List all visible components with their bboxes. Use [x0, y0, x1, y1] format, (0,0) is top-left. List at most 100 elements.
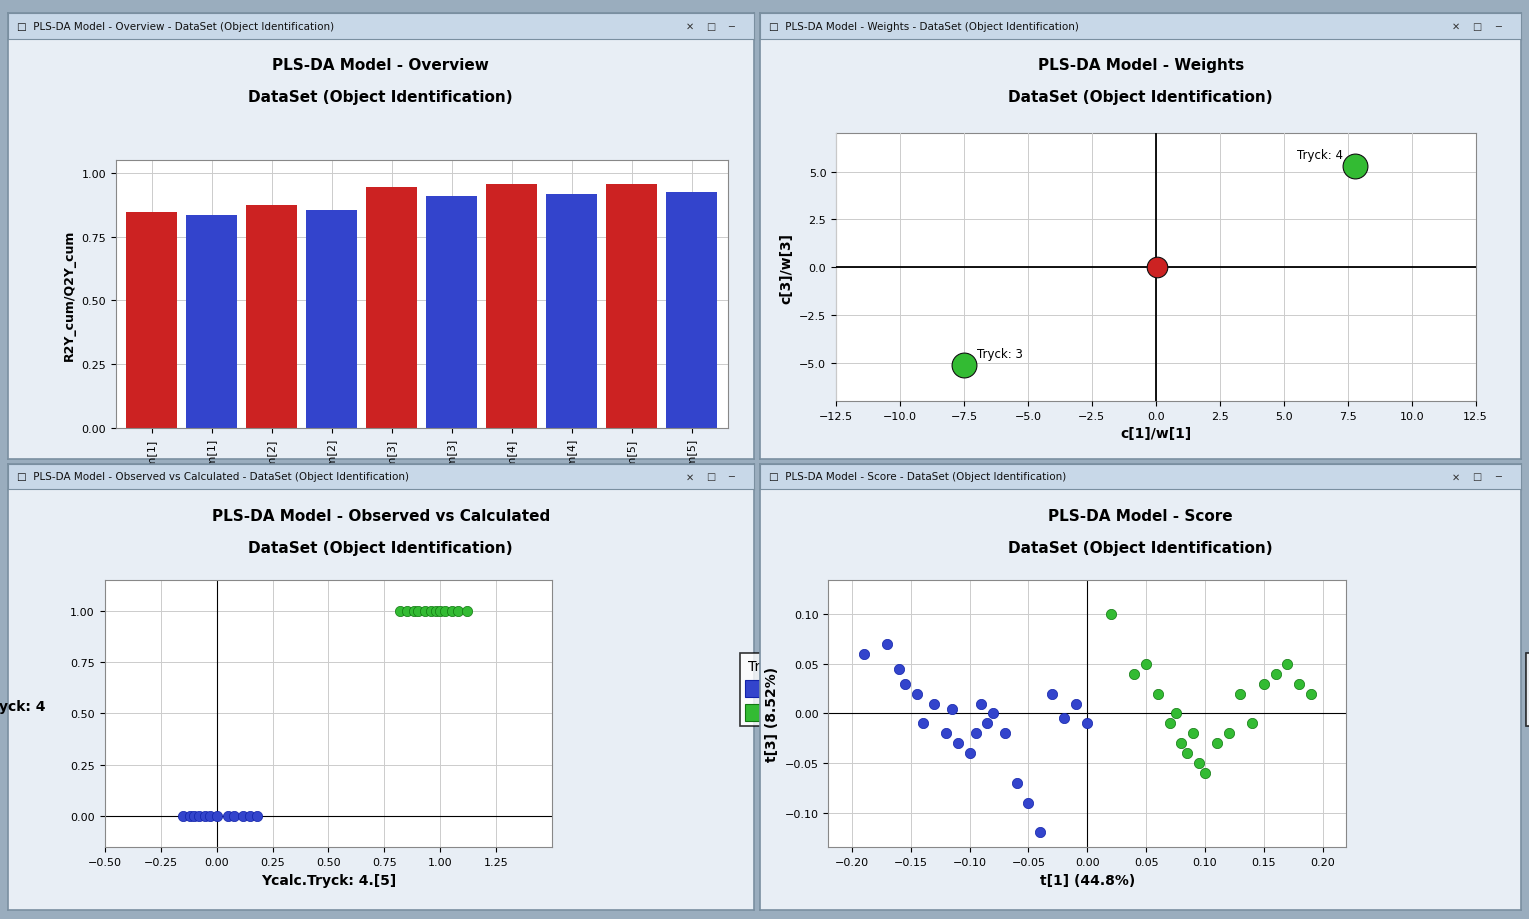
Point — [401, 604, 425, 618]
Point — [1187, 755, 1211, 770]
Point — [945, 736, 969, 751]
Text: □  PLS-DA Model - Weights - DataSet (Object Identification): □ PLS-DA Model - Weights - DataSet (Obje… — [769, 22, 1079, 31]
Point — [413, 604, 437, 618]
Point — [1040, 686, 1064, 701]
Point — [875, 637, 899, 652]
X-axis label: Ycalc.Tryck: 4.[5]: Ycalc.Tryck: 4.[5] — [261, 873, 396, 887]
Text: ✕: ✕ — [1453, 472, 1460, 482]
Point — [245, 810, 269, 824]
Point — [205, 810, 229, 824]
Point — [1145, 260, 1170, 275]
Point — [1216, 726, 1240, 741]
Point — [940, 701, 965, 716]
Bar — [127, 213, 177, 428]
Text: ─: ─ — [1495, 472, 1501, 482]
Bar — [546, 195, 598, 428]
Point — [893, 676, 917, 691]
Text: PLS-DA Model - Weights: PLS-DA Model - Weights — [1038, 58, 1243, 73]
Point — [456, 604, 480, 618]
Bar — [306, 210, 358, 428]
Point — [982, 707, 1006, 721]
Point — [1240, 716, 1264, 731]
Point — [193, 810, 217, 824]
Point — [1263, 666, 1287, 681]
Point — [405, 604, 430, 618]
Text: PLS-DA Model - Score: PLS-DA Model - Score — [1049, 508, 1232, 523]
Legend: 3, 4: 3, 4 — [740, 653, 792, 727]
Point — [910, 716, 934, 731]
Point — [182, 810, 206, 824]
Text: ✕: ✕ — [685, 22, 694, 31]
Point — [197, 810, 222, 824]
Point — [1099, 607, 1124, 622]
X-axis label: t[1] (44.8%): t[1] (44.8%) — [1040, 873, 1135, 887]
Point — [1157, 716, 1182, 731]
Bar — [187, 216, 237, 428]
Text: □  PLS-DA Model - Score - DataSet (Object Identification): □ PLS-DA Model - Score - DataSet (Object… — [769, 472, 1066, 482]
Y-axis label: R2Y_cum/Q2Y_cum: R2Y_cum/Q2Y_cum — [63, 229, 76, 360]
Text: ─: ─ — [1495, 22, 1501, 31]
Y-axis label: c[3]/w[3]: c[3]/w[3] — [780, 233, 794, 303]
Point — [1205, 736, 1229, 751]
Point — [1228, 686, 1252, 701]
Point — [216, 810, 240, 824]
Point — [1164, 707, 1188, 721]
Point — [439, 604, 463, 618]
Point — [1052, 711, 1076, 726]
Bar — [246, 206, 297, 428]
Point — [187, 810, 211, 824]
Text: PLS-DA Model - Overview: PLS-DA Model - Overview — [272, 58, 489, 73]
Text: □: □ — [1472, 472, 1482, 482]
Text: DataSet (Object Identification): DataSet (Object Identification) — [248, 540, 514, 555]
Text: DataSet (Object Identification): DataSet (Object Identification) — [1008, 540, 1274, 555]
Bar — [486, 185, 537, 428]
Point — [1063, 697, 1087, 711]
Point — [1122, 666, 1147, 681]
Text: □: □ — [706, 22, 716, 31]
Point — [1176, 746, 1200, 761]
Point — [171, 810, 196, 824]
Point — [1252, 676, 1277, 691]
Point — [177, 810, 202, 824]
Bar — [367, 187, 417, 428]
Point — [1275, 657, 1300, 672]
Point — [969, 697, 994, 711]
Point — [424, 604, 448, 618]
Text: □  PLS-DA Model - Observed vs Calculated - DataSet (Object Identification): □ PLS-DA Model - Observed vs Calculated … — [17, 472, 408, 482]
Point — [951, 357, 976, 372]
Point — [1075, 716, 1099, 731]
Point — [1342, 159, 1367, 174]
Point — [1027, 825, 1052, 840]
Bar — [427, 197, 477, 428]
Point — [934, 726, 959, 741]
Text: Tryck: 4: Tryck: 4 — [1297, 149, 1342, 162]
Text: PLS-DA Model - Observed vs Calculated: PLS-DA Model - Observed vs Calculated — [211, 508, 550, 523]
Point — [1298, 686, 1323, 701]
Text: DataSet (Object Identification): DataSet (Object Identification) — [248, 90, 514, 105]
Point — [388, 604, 413, 618]
Point — [992, 726, 1017, 741]
Text: ✕: ✕ — [685, 472, 694, 482]
Point — [1180, 726, 1205, 741]
Text: □  PLS-DA Model - Overview - DataSet (Object Identification): □ PLS-DA Model - Overview - DataSet (Obj… — [17, 22, 333, 31]
Text: ─: ─ — [728, 22, 734, 31]
Point — [1193, 766, 1217, 780]
Point — [922, 697, 946, 711]
Point — [222, 810, 246, 824]
Legend: 3, 4: 3, 4 — [1526, 653, 1529, 727]
Bar — [605, 185, 657, 428]
Point — [433, 604, 457, 618]
Text: □: □ — [706, 472, 716, 482]
Point — [419, 604, 443, 618]
Point — [239, 810, 263, 824]
Point — [1005, 776, 1029, 790]
Point — [394, 604, 419, 618]
X-axis label: c[1]/w[1]: c[1]/w[1] — [1121, 426, 1191, 441]
Point — [963, 726, 988, 741]
Point — [1170, 736, 1194, 751]
Y-axis label: Tryck: 4: Tryck: 4 — [0, 699, 46, 714]
Y-axis label: t[3] (8.52%): t[3] (8.52%) — [764, 666, 780, 761]
Point — [1135, 657, 1159, 672]
Point — [957, 746, 982, 761]
Point — [1287, 676, 1312, 691]
